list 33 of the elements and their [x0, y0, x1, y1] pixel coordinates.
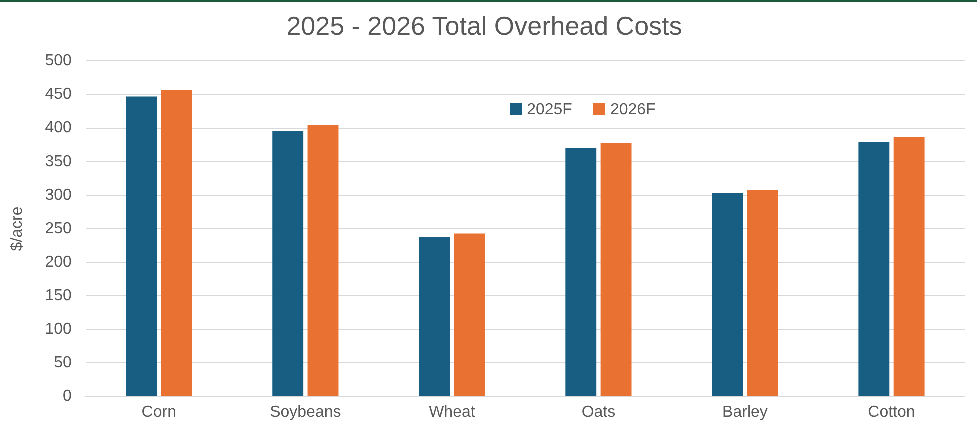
x-tick-label: Wheat	[429, 404, 476, 421]
bar	[712, 193, 744, 396]
bar	[126, 96, 158, 396]
legend-label: 2025F	[527, 102, 573, 119]
bar	[747, 190, 778, 396]
bar	[308, 124, 339, 396]
x-tick-label: Barley	[722, 404, 768, 421]
x-tick-label: Oats	[582, 404, 616, 421]
y-axis-title: $/acre	[9, 206, 26, 252]
bar	[419, 237, 450, 396]
y-tick-label: 300	[45, 186, 72, 204]
legend-label: 2026F	[610, 102, 656, 119]
bar	[566, 148, 597, 396]
y-tick-label: 150	[45, 288, 72, 305]
bar	[454, 234, 486, 396]
bar	[858, 142, 890, 396]
x-tick-label: Soybeans	[270, 404, 342, 421]
x-tick-label: Corn	[142, 404, 176, 421]
y-tick-label: 200	[45, 254, 72, 271]
y-tick-label: 100	[45, 321, 72, 338]
bar	[161, 90, 192, 396]
y-tick-label: 50	[54, 354, 72, 372]
bar	[272, 131, 304, 396]
y-tick-label: 0	[62, 388, 72, 406]
y-tick-label: 250	[45, 220, 72, 238]
bar	[600, 143, 632, 396]
y-tick-label: 400	[45, 120, 72, 137]
chart-title: 2025 - 2026 Total Overhead Costs	[286, 10, 682, 41]
y-tick-label: 350	[45, 153, 72, 170]
x-tick-label: Cotton	[868, 404, 916, 421]
y-tick-label: 450	[45, 86, 72, 104]
bar	[894, 137, 925, 396]
y-tick-label: 500	[45, 52, 72, 70]
